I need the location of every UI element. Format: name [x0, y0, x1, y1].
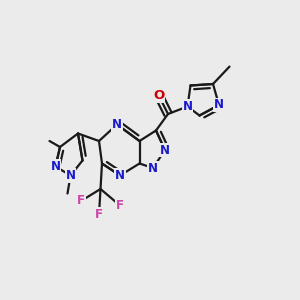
- Text: N: N: [182, 100, 193, 113]
- Text: F: F: [77, 194, 85, 208]
- Text: O: O: [153, 89, 165, 103]
- Text: N: N: [214, 98, 224, 112]
- Text: N: N: [65, 169, 76, 182]
- Text: F: F: [116, 199, 124, 212]
- Text: N: N: [50, 160, 61, 173]
- Text: N: N: [115, 169, 125, 182]
- Text: N: N: [148, 161, 158, 175]
- Text: N: N: [112, 118, 122, 131]
- Text: F: F: [95, 208, 103, 221]
- Text: N: N: [160, 143, 170, 157]
